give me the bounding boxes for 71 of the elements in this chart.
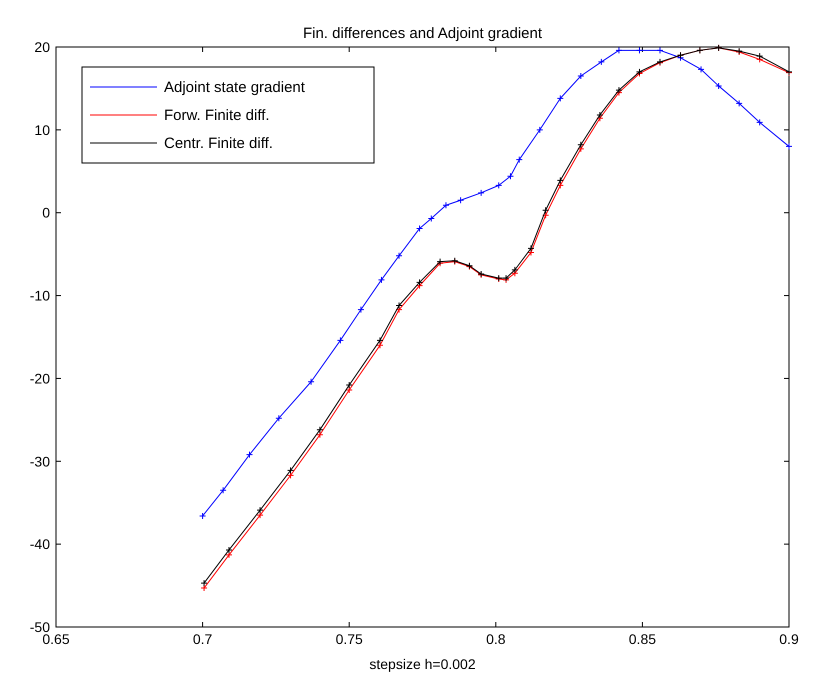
legend-label: Centr. Finite diff. (164, 135, 273, 152)
point (225, 546, 232, 554)
point (736, 100, 743, 107)
point (495, 182, 502, 189)
point (376, 336, 384, 344)
point (256, 506, 264, 514)
point (556, 182, 564, 189)
point (378, 276, 385, 284)
point (511, 266, 518, 274)
point (506, 172, 514, 180)
point (527, 244, 534, 252)
y-tick-label: -20 (30, 370, 50, 386)
point (246, 451, 254, 458)
point (346, 386, 353, 394)
point (416, 278, 424, 286)
point (577, 145, 584, 152)
point (698, 66, 705, 73)
point (287, 472, 294, 479)
point (715, 82, 722, 90)
point (577, 72, 584, 80)
y-tick-label: -40 (30, 536, 50, 552)
legend-label: Adjoint state gradient (164, 79, 306, 96)
point (396, 302, 403, 310)
point (256, 512, 264, 519)
point (596, 111, 604, 118)
point (542, 212, 550, 219)
point (516, 156, 523, 164)
point (577, 141, 584, 148)
point (556, 94, 564, 102)
x-axis-title: stepsize h=0.002 (369, 656, 476, 672)
point (615, 86, 622, 94)
point (336, 336, 344, 344)
x-tick-label: 0.75 (336, 631, 364, 647)
point (396, 306, 403, 314)
x-tick-label: 0.85 (628, 631, 656, 647)
chart-title: Fin. differences and Adjoint gradient (302, 25, 543, 42)
point (527, 248, 534, 256)
point (556, 176, 564, 184)
point (220, 486, 227, 494)
point (457, 196, 464, 204)
point (536, 126, 544, 134)
y-tick-label: 10 (34, 122, 50, 138)
y-tick-label: 20 (34, 39, 50, 55)
x-tick-label: 0.8 (486, 631, 506, 647)
legend-label: Forw. Finite diff. (164, 107, 270, 124)
point (225, 551, 232, 558)
point (656, 46, 664, 54)
point (442, 202, 450, 209)
point (275, 414, 282, 422)
point (428, 215, 435, 222)
point (346, 382, 353, 389)
point (756, 118, 764, 126)
x-tick-label: 0.9 (779, 631, 799, 647)
point (308, 378, 315, 386)
y-tick-label: 0 (42, 204, 50, 221)
point (316, 426, 324, 434)
y-tick-label: -10 (30, 288, 50, 304)
point (542, 206, 550, 214)
point (478, 189, 485, 196)
point (357, 306, 364, 314)
point (756, 52, 764, 60)
point (316, 431, 324, 438)
point (287, 466, 294, 474)
point (615, 46, 622, 54)
point (636, 46, 643, 54)
point (396, 252, 403, 260)
y-tick-label: -30 (30, 453, 50, 470)
point (416, 224, 424, 232)
x-tick-label: 0.7 (192, 631, 213, 647)
point (376, 342, 384, 349)
point (598, 58, 605, 66)
